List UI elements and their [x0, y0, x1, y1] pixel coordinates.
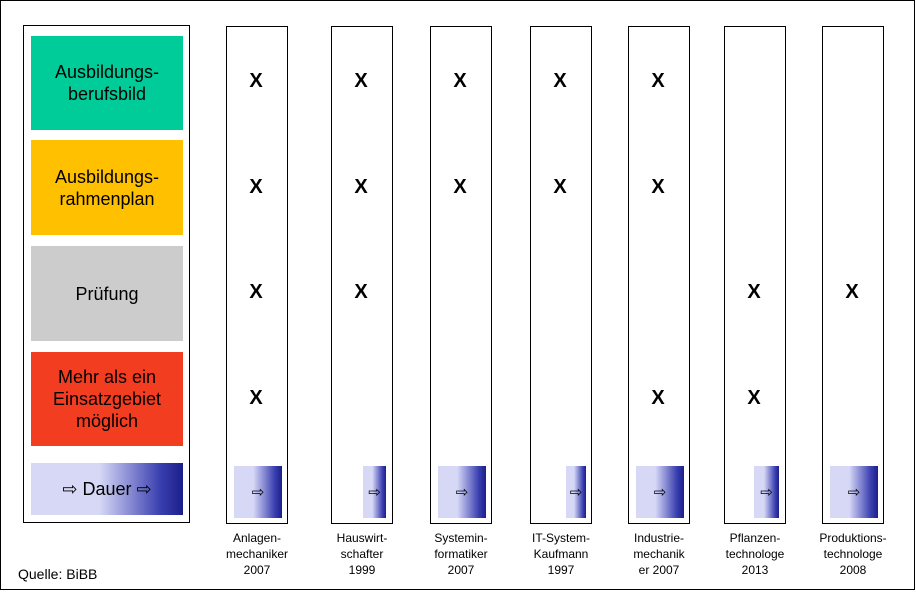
source-note: Quelle: BiBB — [18, 566, 98, 582]
legend-pruefung-label: Prüfung — [75, 283, 139, 304]
profession-label-line2: schafter — [340, 547, 384, 561]
profession-label-line1: Hauswirt- — [336, 531, 388, 545]
mark-rahmenplan: X — [453, 176, 467, 198]
mark-pruefung: X — [354, 281, 368, 303]
mark-rahmenplan: X — [249, 176, 263, 198]
legend-dauer-label: ⇨ Dauer ⇨ — [62, 478, 152, 499]
duration-bar: ⇨ — [754, 466, 779, 518]
legend-rahmenplan-line2: rahmenplan — [59, 188, 155, 209]
legend-rahmenplan-line1: Ausbildungs- — [54, 166, 160, 187]
profession-label-line2: Kaufmann — [533, 547, 589, 561]
profession-label-line1: Systemin- — [434, 531, 488, 545]
profession-label-line2: technologe — [725, 547, 785, 561]
legend-box: Ausbildungs- berufsbild Ausbildungs- rah… — [23, 25, 190, 523]
duration-bar: ⇨ — [636, 466, 684, 518]
profession-label: Pflanzen-technologe 2013 — [710, 530, 800, 578]
profession-label-line3: 1997 — [547, 563, 575, 577]
profession-column: X X X ⇨ — [628, 26, 690, 524]
duration-bar: ⇨ — [234, 466, 282, 518]
arrow-icon: ⇨ — [251, 484, 265, 501]
profession-column: X X X ⇨ — [331, 26, 393, 524]
mark-einsatz: X — [747, 387, 761, 409]
profession-label-line3: er 2007 — [638, 563, 680, 577]
legend-einsatzgebiet-line2: Einsatzgebiet — [52, 389, 162, 409]
arrow-icon: ⇨ — [847, 484, 861, 501]
legend-rahmenplan: Ausbildungs- rahmenplan — [31, 140, 183, 235]
legend-dauer: ⇨ Dauer ⇨ — [31, 463, 183, 515]
mark-berufsbild: X — [651, 70, 665, 92]
legend-pruefung: Prüfung — [31, 246, 183, 341]
legend-einsatzgebiet-line3: möglich — [75, 411, 138, 431]
duration-bar: ⇨ — [830, 466, 878, 518]
profession-label-line3: 2007 — [243, 563, 271, 577]
profession-label: Produktions-technologe 2008 — [808, 530, 898, 578]
mark-berufsbild: X — [453, 70, 467, 92]
mark-berufsbild: X — [354, 70, 368, 92]
profession-label-line1: Pflanzen- — [729, 531, 781, 545]
profession-label-line3: 2008 — [839, 563, 867, 577]
profession-label: Industrie-mechanik er 2007 — [614, 530, 704, 578]
arrow-icon: ⇨ — [569, 484, 583, 501]
arrow-icon: ⇨ — [368, 484, 381, 501]
mark-rahmenplan: X — [651, 176, 665, 198]
profession-label-line3: 2007 — [447, 563, 475, 577]
profession-label-line2: technologe — [823, 547, 883, 561]
profession-column: X X ⇨ — [530, 26, 592, 524]
arrow-icon: ⇨ — [760, 484, 773, 501]
legend-ausbildungsberufsbild: Ausbildungs- berufsbild — [31, 36, 183, 130]
profession-column: X X ⇨ — [430, 26, 492, 524]
arrow-icon: ⇨ — [455, 484, 469, 501]
legend-ausbildungsberufsbild-line1: Ausbildungs- — [54, 62, 160, 82]
mark-einsatz: X — [249, 387, 263, 409]
profession-column: X X ⇨ — [724, 26, 786, 524]
duration-bar: ⇨ — [438, 466, 486, 518]
profession-label-line1: Produktions- — [819, 531, 887, 545]
profession-column: X ⇨ — [822, 26, 884, 524]
legend-einsatzgebiet: Mehr als ein Einsatzgebiet möglich — [31, 352, 183, 446]
mark-pruefung: X — [747, 281, 761, 303]
profession-label: Anlagen-mechaniker 2007 — [212, 530, 302, 578]
profession-label-line3: 1999 — [348, 563, 376, 577]
arrow-icon: ⇨ — [653, 484, 667, 501]
duration-bar: ⇨ — [363, 466, 386, 518]
mark-rahmenplan: X — [354, 176, 368, 198]
profession-label: Systemin-formatiker 2007 — [416, 530, 506, 578]
mark-rahmenplan: X — [553, 176, 567, 198]
mark-einsatz: X — [651, 387, 665, 409]
profession-label-line1: IT-System- — [531, 531, 590, 545]
profession-label: Hauswirt-schafter 1999 — [317, 530, 407, 578]
profession-label-line2: formatiker — [434, 547, 488, 561]
legend-einsatzgebiet-line1: Mehr als ein — [57, 367, 157, 387]
profession-column: X X X X ⇨ — [226, 26, 288, 524]
profession-label: IT-System- Kaufmann 1997 — [516, 530, 606, 578]
mark-pruefung: X — [249, 281, 263, 303]
profession-label-line2: mechanik — [633, 547, 685, 561]
mark-pruefung: X — [845, 281, 859, 303]
profession-label-line3: 2013 — [741, 563, 769, 577]
mark-berufsbild: X — [553, 70, 567, 92]
profession-label-line2: mechaniker — [225, 547, 289, 561]
mark-berufsbild: X — [249, 70, 263, 92]
profession-label-line1: Industrie- — [633, 531, 685, 545]
duration-bar: ⇨ — [566, 466, 586, 518]
profession-label-line1: Anlagen- — [232, 531, 282, 545]
legend-ausbildungsberufsbild-line2: berufsbild — [67, 84, 147, 104]
